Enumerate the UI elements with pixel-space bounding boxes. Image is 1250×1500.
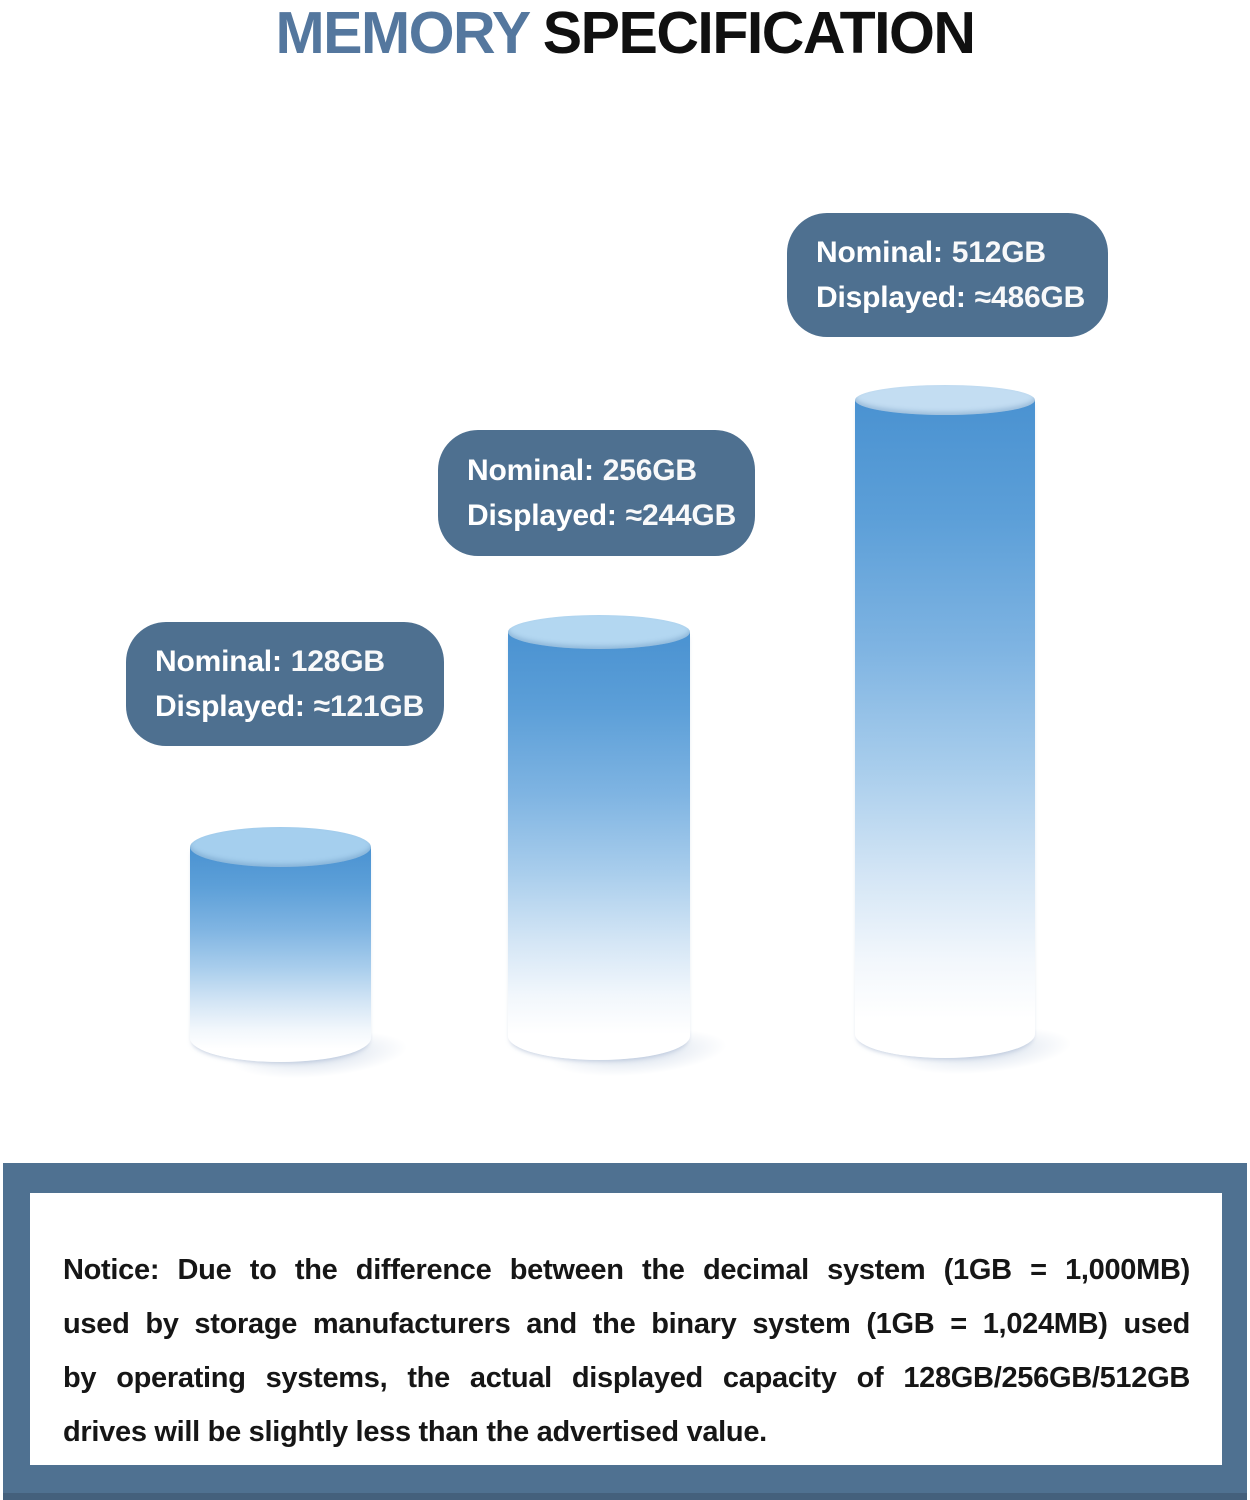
notice-line-4: drives will be slightly less than the ad… <box>63 1416 767 1448</box>
callout-128gb: Nominal: 128GB Displayed: ≈121GB <box>126 622 444 746</box>
displayed-label: Displayed: <box>155 690 305 723</box>
nominal-label: Nominal: <box>816 236 943 269</box>
notice-line-3: by operating systems, the actual display… <box>63 1362 1190 1394</box>
cylinder-128gb-body <box>190 847 371 1062</box>
title-word-specification: SPECIFICATION <box>542 0 976 66</box>
notice-line-1: Notice: Due to the difference between th… <box>63 1254 1190 1286</box>
cylinder-512gb-body <box>855 400 1035 1058</box>
title-word-memory: MEMORY <box>275 0 531 66</box>
displayed-label: Displayed: <box>467 499 617 532</box>
nominal-value: 256GB <box>602 454 697 487</box>
notice-text: Notice: Due to the difference between th… <box>63 1243 1190 1459</box>
callout-256gb: Nominal: 256GB Displayed: ≈244GB <box>438 430 755 556</box>
displayed-value: ≈121GB <box>313 690 425 723</box>
callout-256gb-nominal-line: Nominal: 256GB <box>467 448 755 493</box>
cylinder-256gb <box>508 615 784 1093</box>
callout-512gb-displayed-line: Displayed: ≈486GB <box>816 275 1108 320</box>
callout-128gb-nominal-line: Nominal: 128GB <box>155 639 444 684</box>
callout-512gb-nominal-line: Nominal: 512GB <box>816 230 1108 275</box>
nominal-value: 128GB <box>290 645 385 678</box>
displayed-value: ≈486GB <box>974 281 1086 314</box>
callout-256gb-displayed-line: Displayed: ≈244GB <box>467 493 755 538</box>
notice-line-2: used by storage manufacturers and the bi… <box>63 1308 1190 1340</box>
nominal-value: 512GB <box>951 236 1046 269</box>
nominal-label: Nominal: <box>155 645 282 678</box>
displayed-value: ≈244GB <box>625 499 737 532</box>
cylinder-512gb <box>855 385 1128 1091</box>
page-title: MEMORY SPECIFICATION <box>0 0 1250 66</box>
callout-128gb-displayed-line: Displayed: ≈121GB <box>155 684 444 729</box>
callout-512gb: Nominal: 512GB Displayed: ≈486GB <box>787 213 1108 337</box>
notice-frame: Notice: Due to the difference between th… <box>3 1163 1247 1500</box>
cylinder-256gb-body <box>508 632 690 1060</box>
cylinder-128gb-top-ellipse <box>190 827 371 867</box>
cylinder-512gb-top-ellipse <box>855 385 1035 415</box>
notice-panel: Notice: Due to the difference between th… <box>30 1193 1222 1465</box>
displayed-label: Displayed: <box>816 281 966 314</box>
nominal-label: Nominal: <box>467 454 594 487</box>
cylinder-256gb-top-ellipse <box>508 615 690 649</box>
cylinder-128gb <box>190 827 464 1095</box>
